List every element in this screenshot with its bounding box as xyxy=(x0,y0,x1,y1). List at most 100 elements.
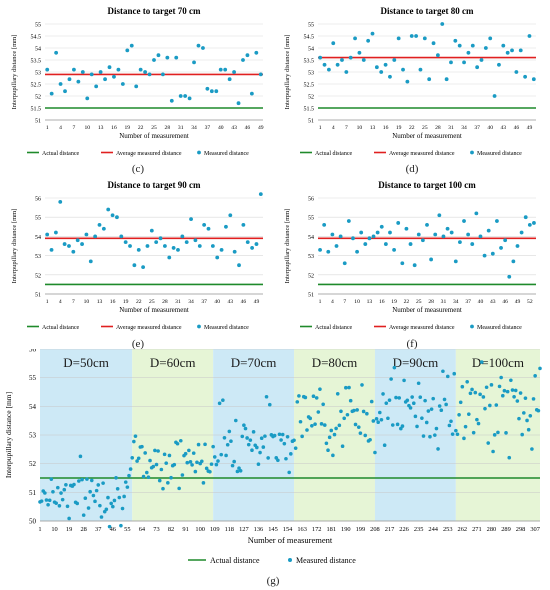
measured-point xyxy=(361,409,366,414)
measured-point xyxy=(454,428,458,433)
measured-point xyxy=(210,244,215,248)
x-tick-label: 226 xyxy=(399,526,409,533)
measured-point xyxy=(75,238,80,243)
band-label: D=50cm xyxy=(63,355,109,370)
measured-point xyxy=(449,419,453,424)
measured-point xyxy=(80,70,85,74)
measured-point xyxy=(89,478,94,483)
x-tick-label: 28 xyxy=(165,125,171,131)
measured-point xyxy=(227,429,232,434)
measured-point xyxy=(318,247,322,252)
y-tick-label: 51.5 xyxy=(304,107,315,113)
measured-point xyxy=(64,482,68,487)
measured-point xyxy=(357,50,362,55)
measured-point xyxy=(133,434,138,438)
measured-point xyxy=(525,418,529,423)
x-tick-label: 40 xyxy=(218,125,224,131)
y-tick-label: 56 xyxy=(29,349,37,354)
x-tick-label: 181 xyxy=(326,526,336,533)
measured-point xyxy=(145,244,150,248)
y-tick-label: 54 xyxy=(308,47,314,53)
measured-point xyxy=(166,481,170,485)
measured-point xyxy=(107,524,112,529)
measured-point xyxy=(395,422,400,427)
measured-point xyxy=(396,221,401,225)
measured-point xyxy=(123,240,128,245)
x-tick-label: 40 xyxy=(487,125,493,131)
x-tick-label: 34 xyxy=(188,299,194,305)
measured-point xyxy=(161,486,165,491)
measured-point xyxy=(527,222,532,227)
x-tick-label: 4 xyxy=(332,125,335,131)
measured-point xyxy=(503,238,508,243)
measured-point xyxy=(418,395,423,400)
legend-label-actual: Actual distance xyxy=(42,325,79,331)
x-tick-label: 37 xyxy=(205,125,211,131)
measured-point xyxy=(106,495,110,500)
legend-label-measured: Measured distance xyxy=(204,325,249,331)
measured-point xyxy=(46,503,50,507)
measured-point xyxy=(436,53,440,58)
measured-point xyxy=(359,230,364,235)
y-tick-label: 51 xyxy=(35,293,41,299)
measured-point xyxy=(520,432,525,437)
measured-point xyxy=(453,38,458,43)
panel-label-e: (e) xyxy=(131,338,145,350)
measured-point xyxy=(414,34,418,38)
measured-point xyxy=(71,249,76,254)
y-tick-label: 54 xyxy=(35,235,41,241)
measured-point xyxy=(197,244,202,248)
measured-point xyxy=(116,67,121,72)
measured-point xyxy=(151,464,156,469)
measured-point xyxy=(324,441,329,446)
measured-point xyxy=(241,222,246,227)
measured-point xyxy=(243,426,248,431)
legend-label-average: Average measured distance xyxy=(116,151,182,157)
x-tick-label: 253 xyxy=(443,526,453,533)
measured-point xyxy=(491,449,495,454)
measured-point xyxy=(423,398,427,403)
measured-point xyxy=(388,74,392,79)
measured-point xyxy=(408,406,413,410)
measured-point xyxy=(418,67,423,72)
band-label: D=70cm xyxy=(231,355,277,370)
measured-point xyxy=(62,487,67,492)
measured-point xyxy=(510,48,514,53)
measured-point xyxy=(397,396,402,400)
measured-point xyxy=(400,261,405,266)
measured-point xyxy=(331,453,335,458)
measured-point xyxy=(378,410,382,415)
panel-label-g: (g) xyxy=(266,575,280,587)
measured-point xyxy=(427,77,432,82)
measured-point xyxy=(222,435,227,440)
band-label: D=100cm xyxy=(472,355,524,370)
measured-point xyxy=(460,384,465,389)
measured-point xyxy=(334,426,338,431)
chart-svg-d: Distance to target 80 cm 51 51.5 52 52.5 53 53… xyxy=(284,6,536,157)
measured-point xyxy=(205,86,210,91)
measured-point xyxy=(94,488,99,493)
x-tick-label: 31 xyxy=(178,125,184,131)
measured-point xyxy=(437,213,442,218)
measured-point xyxy=(344,385,348,390)
measured-point xyxy=(293,446,298,450)
measured-point xyxy=(215,255,220,260)
x-tick-label: 1 xyxy=(46,299,49,305)
measured-point xyxy=(178,94,183,98)
measured-point xyxy=(200,459,204,464)
measured-point xyxy=(201,46,205,50)
measured-point xyxy=(405,398,410,403)
x-tick-label: 46 xyxy=(241,299,247,305)
y-axis-title: Interpupillary distance [mm] xyxy=(284,209,291,284)
legend-label-actual: Actual distance xyxy=(210,556,260,565)
measured-point xyxy=(143,70,148,74)
x-tick-label: 154 xyxy=(283,526,293,533)
x-tick-label: 289 xyxy=(501,526,511,533)
measured-point xyxy=(431,41,436,46)
y-tick-label: 51 xyxy=(308,293,314,299)
measured-point xyxy=(204,466,209,471)
measured-point xyxy=(117,495,122,500)
measured-point xyxy=(287,470,291,475)
legend-label-measured: Measured distance xyxy=(477,151,522,157)
measured-point xyxy=(212,455,217,459)
